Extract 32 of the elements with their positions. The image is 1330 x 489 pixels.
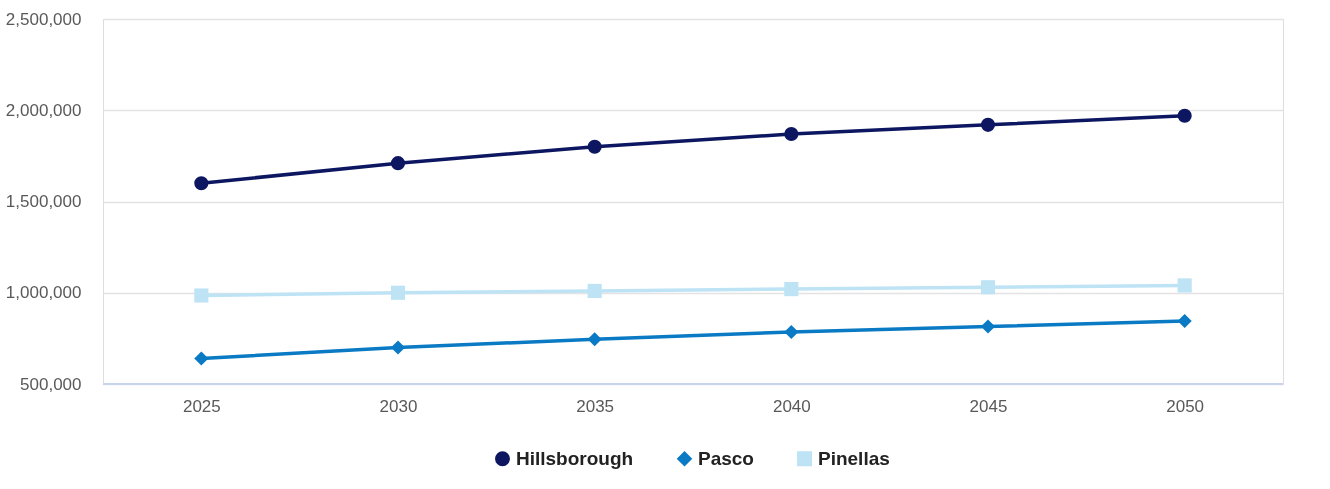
y-tick-label: 2,000,000 <box>5 100 82 120</box>
legend-label: Pasco <box>698 447 754 469</box>
x-tick-label: 2045 <box>969 396 1008 416</box>
point <box>194 288 209 303</box>
y-tick-label: 1,000,000 <box>5 283 82 303</box>
point <box>390 285 406 300</box>
point <box>194 351 209 366</box>
point <box>587 332 602 347</box>
y-tick-label: 1,500,000 <box>5 192 82 211</box>
point <box>784 282 799 297</box>
point <box>1177 108 1192 123</box>
point <box>194 176 209 191</box>
point <box>980 117 996 132</box>
legend-label: Hillsborough <box>516 447 634 469</box>
point <box>390 156 406 171</box>
x-tick-label: 2040 <box>772 396 811 416</box>
point <box>980 319 996 334</box>
point <box>587 283 602 298</box>
y-tick-label: 500,000 <box>20 374 82 394</box>
point <box>784 324 799 340</box>
point <box>980 280 996 295</box>
x-tick-label: 2025 <box>182 396 221 416</box>
x-tick-label: 2050 <box>1166 396 1205 416</box>
y-tick-label: 2,500,000 <box>5 9 82 29</box>
legend-label: Pinellas <box>818 447 890 469</box>
point <box>587 139 602 154</box>
x-tick-label: 2035 <box>576 396 615 416</box>
point <box>1177 278 1192 293</box>
point <box>390 340 406 355</box>
x-tick-label: 2030 <box>379 396 418 416</box>
point <box>784 126 799 142</box>
point <box>1177 313 1192 329</box>
